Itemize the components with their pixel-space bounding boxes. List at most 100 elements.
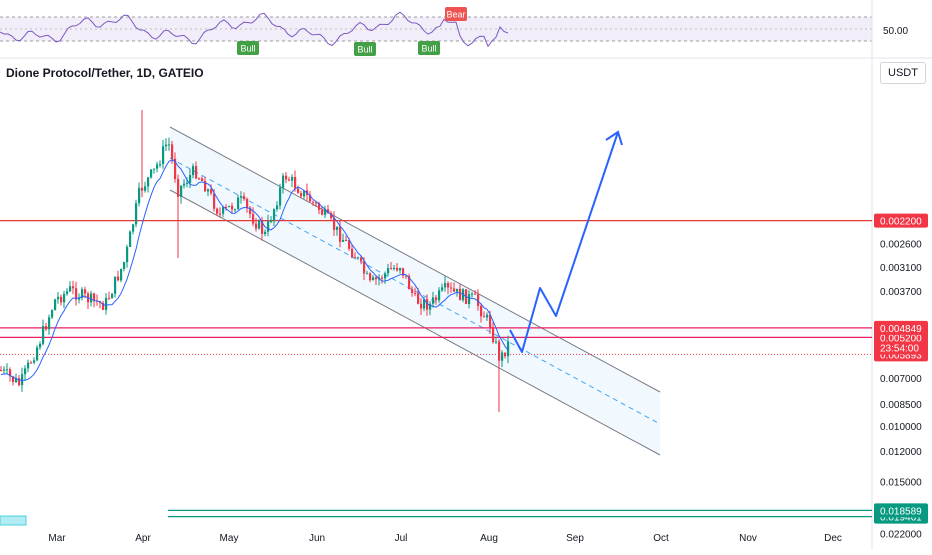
candle-body [219,213,222,215]
horizontal-levels[interactable] [0,219,872,518]
candle-body [111,293,114,299]
time-tick-label: Oct [653,533,669,544]
projection-path[interactable] [509,130,623,353]
projection-line [509,131,619,353]
candle-body [249,207,252,214]
candle-body [402,268,405,276]
candle-body [459,288,462,301]
candle-body [432,297,435,304]
candle-body [330,213,333,218]
candle-body [363,260,366,274]
candle-body [201,178,204,181]
rsi-panel: Bull Bull Bull Bear [0,7,872,56]
candle-body [498,341,501,361]
candle-body [78,298,81,300]
candle-body [138,187,141,204]
candle-body [342,240,345,242]
candle-body [483,316,486,318]
candle-body [486,314,489,318]
time-tick-label: Apr [135,533,151,544]
candle-body [33,360,36,363]
candle-body [390,268,393,270]
candle-body [405,275,408,277]
candle-body [108,297,111,299]
candle-body [411,289,414,293]
candle-body [15,378,18,382]
candle-body [396,267,399,271]
candle-body [339,226,342,242]
candle-body [282,175,285,188]
candle-body [447,283,450,288]
candle-body [384,273,387,279]
time-tick-label: Jun [309,533,325,544]
candle-body [381,277,384,279]
candle-body [291,177,294,181]
time-tick-label: Aug [480,533,498,544]
candle-body [315,202,318,204]
channel-mid-line [169,157,661,425]
price-tick-label: 0.012000 [880,447,922,458]
candle-body [285,175,288,180]
candle-body [225,206,228,208]
candle-body [258,220,261,229]
candle-body [180,185,183,197]
candle-body [123,262,126,269]
candle-body [492,328,495,342]
candle-body [267,221,270,232]
candle-body [174,158,177,179]
candle-body [12,376,15,382]
candle-body [9,369,12,377]
candle-body [348,240,351,249]
rsi-signal-label: Bull [421,44,436,54]
rsi-signal-badge [445,7,467,21]
candle-body [489,314,492,329]
price-label-badge [874,213,928,228]
rsi-level-label: 50.00 [883,26,908,37]
scroll-handle[interactable] [0,515,27,526]
candle-body [177,179,180,197]
candle-body [318,203,321,210]
candle-body [252,213,255,224]
price-tick-label: 0.003700 [880,287,922,298]
price-tick-label: 0.022000 [880,529,922,540]
price-label-text: 0.005893 [880,350,922,361]
candle-body [504,352,507,357]
price-axis[interactable]: 0.022000 0.015000 0.012000 0.010000 0.008500… [874,213,928,541]
candle-body [255,223,258,229]
candle-body [333,218,336,230]
candle-body [210,189,213,194]
candle-body [240,196,243,198]
candle-body [357,257,360,259]
candle-body [45,326,48,330]
candle-body [303,190,306,197]
currency-button[interactable]: USDT [880,62,926,84]
candle-body [462,289,465,301]
price-tick-label: 0.007000 [880,374,922,385]
candle-body [162,146,165,165]
candle-body [327,209,330,214]
candle-body [6,369,9,371]
candle-body [324,209,327,215]
candle-body [417,293,420,304]
candle-body [414,293,417,294]
candle-body [507,341,510,357]
time-tick-label: Mar [48,533,66,544]
candle-body [183,183,186,186]
candle-body [48,317,51,330]
candle-body [60,296,63,303]
price-label-badge [874,503,928,518]
candle-body [63,293,66,303]
candle-body [216,208,219,214]
candle-body [171,144,174,159]
time-axis[interactable]: Mar Apr May Jun Jul Aug Sep Oct Nov Dec [48,533,842,544]
rsi-signal-label: Bear [446,10,465,20]
candle-body [360,257,363,261]
candle-body [24,368,27,375]
symbol-title: Dione Protocol/Tether, 1D, GATEIO [6,66,204,80]
candle-body [369,273,372,281]
candle-body [81,289,84,298]
candle-body [228,205,231,207]
candle-body [453,288,456,292]
